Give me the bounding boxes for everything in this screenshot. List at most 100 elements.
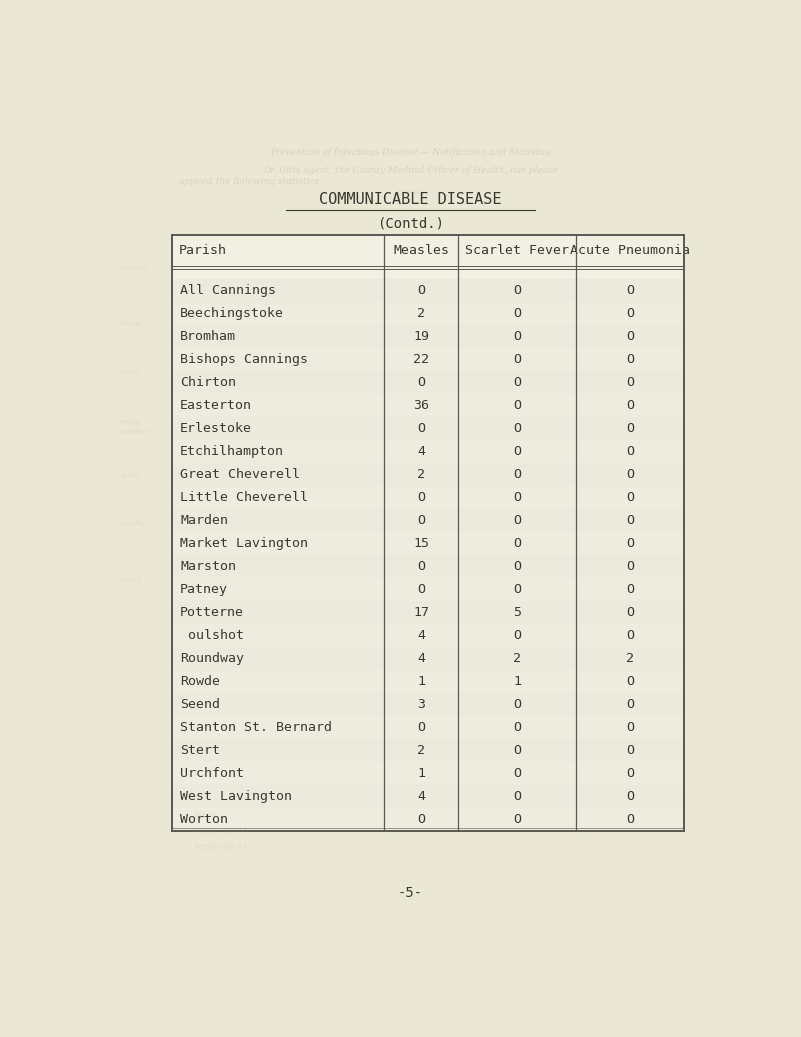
- Text: O: O: [417, 422, 425, 435]
- Text: 4: 4: [417, 652, 425, 665]
- Text: 2: 2: [417, 468, 425, 481]
- Text: Prime
number: Prime number: [119, 419, 149, 437]
- Text: 17: 17: [413, 606, 429, 619]
- Text: O: O: [417, 813, 425, 826]
- Text: COMMUNICABLE DISEASE: COMMUNICABLE DISEASE: [320, 192, 501, 207]
- Bar: [171, 762, 684, 785]
- Bar: [171, 601, 684, 624]
- Text: 3: 3: [417, 698, 425, 711]
- Text: Great Cheverell: Great Cheverell: [180, 468, 300, 481]
- Text: Dr. Gilts agent, the County Medical Officer of Health, has please: Dr. Gilts agent, the County Medical Offi…: [263, 166, 558, 175]
- Bar: [171, 555, 684, 578]
- Text: O: O: [513, 721, 521, 734]
- Text: Stanton St. Bernard: Stanton St. Bernard: [180, 721, 332, 734]
- Text: Birth: Birth: [119, 472, 139, 480]
- Text: O: O: [626, 721, 634, 734]
- Bar: [171, 325, 684, 347]
- Text: District: District: [119, 264, 148, 272]
- Text: O: O: [513, 284, 521, 297]
- Text: Potterne: Potterne: [180, 606, 244, 619]
- Text: O: O: [417, 375, 425, 389]
- Text: Urchfont: Urchfont: [180, 767, 244, 780]
- Text: O: O: [626, 491, 634, 504]
- Text: O: O: [626, 583, 634, 596]
- Text: O: O: [626, 445, 634, 458]
- Text: O: O: [417, 491, 425, 504]
- Text: O: O: [626, 284, 634, 297]
- Bar: [171, 279, 684, 302]
- Text: West Lavington: West Lavington: [180, 790, 292, 803]
- Text: O: O: [513, 445, 521, 458]
- Text: Acute Pneumonia: Acute Pneumonia: [570, 244, 690, 256]
- Text: O: O: [513, 698, 521, 711]
- Text: O: O: [417, 560, 425, 573]
- Text: O: O: [626, 767, 634, 780]
- Text: Little Cheverell: Little Cheverell: [180, 491, 308, 504]
- Text: O: O: [513, 583, 521, 596]
- Text: Measles: Measles: [393, 244, 449, 256]
- Text: applied the following statistics: applied the following statistics: [179, 177, 319, 187]
- Text: O: O: [513, 375, 521, 389]
- Text: Beechingstoke: Beechingstoke: [180, 307, 284, 319]
- Text: Erlestoke: Erlestoke: [180, 422, 252, 435]
- Text: Parish side 14: Parish side 14: [193, 828, 248, 835]
- Text: (Contd.): (Contd.): [377, 217, 444, 230]
- Text: O: O: [626, 375, 634, 389]
- Text: O: O: [626, 745, 634, 757]
- Bar: [171, 670, 684, 693]
- Text: policy: policy: [119, 576, 142, 584]
- Text: 15: 15: [413, 537, 429, 550]
- Bar: [171, 509, 684, 532]
- Text: 4: 4: [417, 790, 425, 803]
- Bar: [171, 440, 684, 463]
- Text: Market Lavington: Market Lavington: [180, 537, 308, 550]
- Text: O: O: [626, 514, 634, 527]
- Text: 1: 1: [513, 675, 521, 688]
- Text: O: O: [626, 330, 634, 343]
- Text: O: O: [513, 745, 521, 757]
- Bar: [171, 371, 684, 394]
- Bar: [171, 347, 684, 371]
- Text: Parish side 15: Parish side 15: [193, 843, 248, 851]
- Bar: [171, 578, 684, 601]
- Text: mour: mour: [119, 368, 139, 376]
- Text: Prime: Prime: [119, 320, 142, 328]
- Text: O: O: [513, 813, 521, 826]
- Text: 2: 2: [626, 652, 634, 665]
- Text: Marston: Marston: [180, 560, 236, 573]
- Text: 1: 1: [417, 675, 425, 688]
- Text: O: O: [417, 284, 425, 297]
- Text: O: O: [513, 330, 521, 343]
- Text: 2: 2: [417, 745, 425, 757]
- Text: 2: 2: [513, 652, 521, 665]
- Text: Smalls: Smalls: [119, 520, 145, 528]
- Text: O: O: [513, 353, 521, 366]
- Text: -5-: -5-: [398, 886, 423, 899]
- Text: Easterton: Easterton: [180, 399, 252, 412]
- Text: Roundway: Roundway: [180, 652, 244, 665]
- Text: O: O: [626, 698, 634, 711]
- Text: O: O: [513, 790, 521, 803]
- Text: O: O: [513, 514, 521, 527]
- Bar: [171, 302, 684, 325]
- Bar: [171, 463, 684, 486]
- Text: O: O: [513, 560, 521, 573]
- Text: O: O: [626, 537, 634, 550]
- Bar: [171, 624, 684, 647]
- Text: Etchilhampton: Etchilhampton: [180, 445, 284, 458]
- Bar: [171, 785, 684, 808]
- Bar: [171, 486, 684, 509]
- Bar: [171, 532, 684, 555]
- Text: O: O: [513, 468, 521, 481]
- Text: oulshot: oulshot: [180, 629, 244, 642]
- Text: Bishops Cannings: Bishops Cannings: [180, 353, 308, 366]
- Text: O: O: [626, 813, 634, 826]
- Text: Prevention of Infectious Disease — Notification and Statistics: Prevention of Infectious Disease — Notif…: [270, 148, 551, 157]
- Bar: [171, 808, 684, 831]
- Bar: [171, 739, 684, 762]
- Text: Patney: Patney: [180, 583, 228, 596]
- Text: 4: 4: [417, 445, 425, 458]
- Text: All Cannings: All Cannings: [180, 284, 276, 297]
- Text: O: O: [513, 422, 521, 435]
- Text: Rowde: Rowde: [180, 675, 220, 688]
